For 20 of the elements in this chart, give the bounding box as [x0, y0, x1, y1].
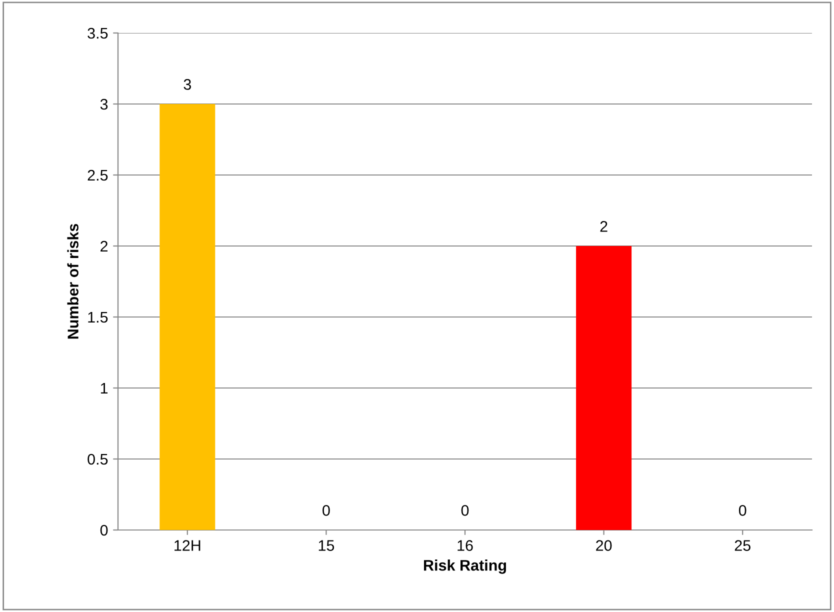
y-tick-label: 2.5	[88, 170, 108, 181]
y-tick-label: 2	[100, 240, 108, 252]
y-axis-title: Number of risks	[67, 224, 78, 339]
x-tick-label: 15	[318, 540, 334, 551]
x-tick-label: 25	[734, 540, 750, 551]
y-tick-label: 1.5	[88, 312, 108, 323]
data-label: 3	[184, 79, 191, 90]
y-tick-label: 3.5	[88, 28, 108, 39]
data-label: 0	[738, 505, 746, 516]
data-label: 0	[461, 505, 469, 516]
x-tick-label: 12H	[174, 540, 200, 551]
y-tick-label: 1	[100, 383, 108, 394]
data-label: 0	[322, 505, 330, 516]
x-tick-label: 16	[458, 540, 473, 551]
data-label: 2	[600, 221, 608, 232]
y-tick-label: 0.5	[88, 454, 108, 465]
y-tick-label: 3	[100, 98, 108, 110]
x-tick-label: 20	[596, 540, 612, 551]
x-axis-title: Risk Rating	[424, 560, 506, 574]
y-tick-label: 0	[100, 524, 108, 536]
